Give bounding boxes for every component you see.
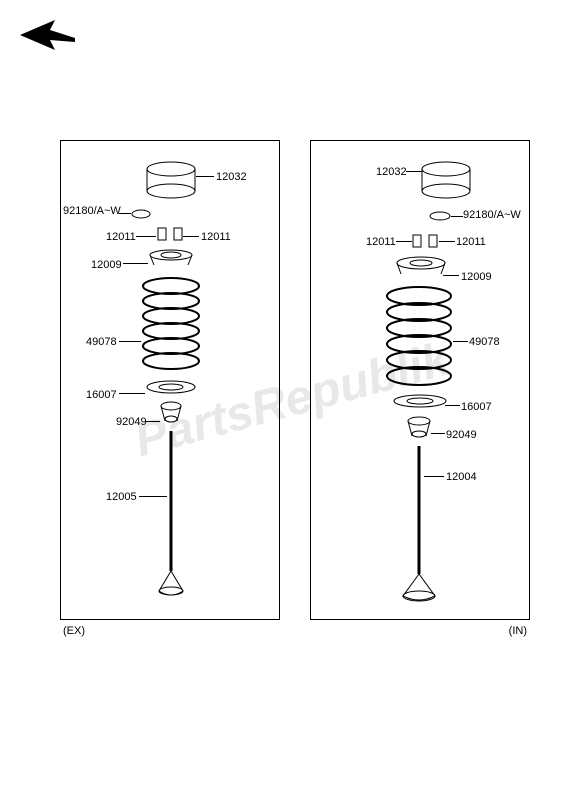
label-seal-r: 92049 [446, 429, 477, 441]
panel-intake: (IN) 12032 92180/A~W 12011 12011 12009 4… [310, 140, 530, 620]
part-seat-r [393, 393, 447, 409]
label-collet1-r: 12011 [366, 236, 396, 248]
part-spring-r [383, 286, 455, 386]
part-tappet-r [421, 161, 471, 201]
label-spring: 49078 [86, 336, 117, 348]
part-valve-r [399, 446, 439, 606]
part-collet-r [411, 233, 441, 249]
label-retainer: 12009 [91, 259, 122, 271]
part-seal-r [406, 416, 432, 438]
part-shim-r [429, 211, 451, 221]
part-seat [146, 379, 196, 395]
part-retainer-r [396, 256, 446, 276]
part-shim [131, 209, 151, 219]
label-collet1: 12011 [106, 231, 136, 243]
part-retainer [149, 249, 193, 267]
label-valve-r: 12004 [446, 471, 477, 483]
panel-label-ex: (EX) [63, 625, 85, 637]
label-seat-r: 16007 [461, 401, 492, 413]
panel-exhaust: (EX) 12032 92180/A~W 12011 12011 12009 4… [60, 140, 280, 620]
label-shim-r: 92180/A~W [463, 209, 521, 221]
part-seal [159, 401, 183, 423]
panel-label-in: (IN) [509, 625, 527, 637]
label-seal: 92049 [116, 416, 147, 428]
label-collet2: 12011 [201, 231, 231, 243]
part-valve [155, 431, 187, 601]
label-retainer-r: 12009 [461, 271, 492, 283]
label-tappet-r: 12032 [376, 166, 407, 178]
part-spring [139, 276, 203, 371]
label-seat: 16007 [86, 389, 117, 401]
label-shim: 92180/A~W [63, 205, 121, 217]
label-tappet: 12032 [216, 171, 247, 183]
label-valve: 12005 [106, 491, 137, 503]
part-tappet [146, 161, 196, 201]
part-collet [156, 226, 186, 242]
back-arrow-icon [20, 20, 80, 60]
label-spring-r: 49078 [469, 336, 500, 348]
label-collet2-r: 12011 [456, 236, 486, 248]
